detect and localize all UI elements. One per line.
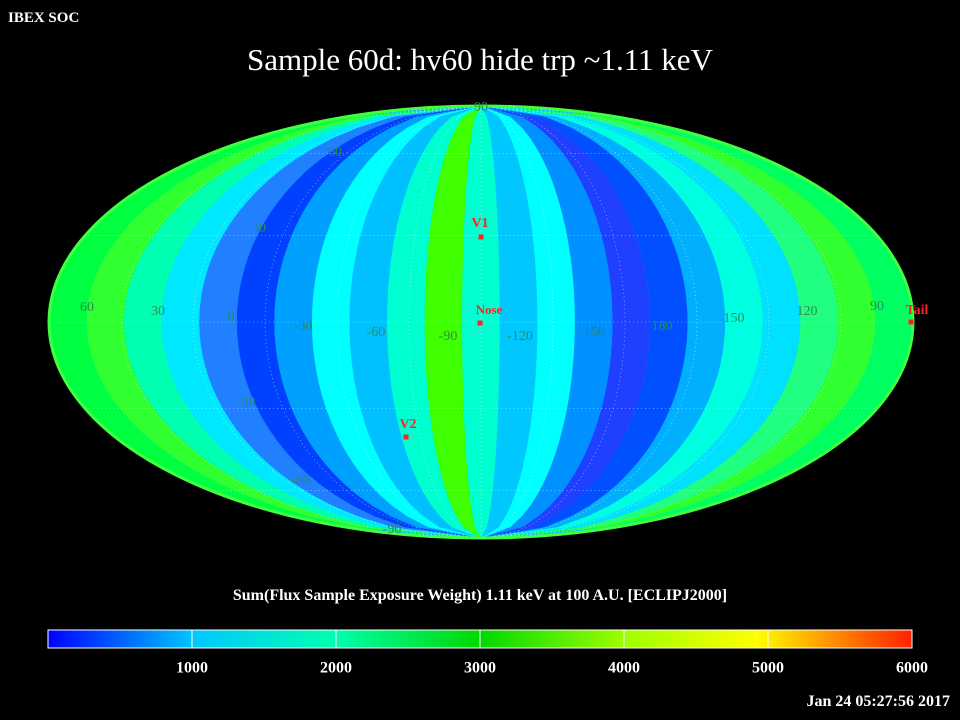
colorbar-tick-label: 4000	[608, 660, 640, 677]
colorbar-ticks: 1000 2000 3000 4000 5000 6000	[176, 630, 928, 677]
marker-dot	[403, 434, 409, 440]
intensity-stripe	[274, 106, 481, 538]
timestamp: Jan 24 05:27:56 2017	[806, 693, 950, 710]
direction-markers: V1 Nose V2 Tail	[399, 216, 929, 440]
latitude-label: 30	[252, 221, 266, 236]
intensity-stripe	[387, 106, 481, 538]
latitude-label: -60	[291, 473, 310, 488]
intensity-stripe	[481, 106, 726, 538]
intensity-stripe	[424, 106, 481, 538]
longitude-label: -120	[507, 329, 533, 344]
marker-label: V1	[471, 216, 488, 231]
intensity-stripe	[481, 106, 650, 538]
marker-label: V2	[399, 417, 416, 432]
colorbar-tick-label: 2000	[320, 660, 352, 677]
grid-labels: 60 30 0 -30 -60 -90 -120 -150 180 150 120 90 90 60 30 -…	[80, 100, 884, 537]
colorbar-title: Sum(Flux Sample Exposure Weight) 1.11 ke…	[232, 587, 728, 604]
colorbar-tick-label: 5000	[752, 660, 784, 677]
meridian-line	[192, 106, 482, 538]
longitude-label: 90	[870, 299, 884, 314]
marker-dot	[478, 234, 484, 240]
marker-label: Nose	[476, 302, 503, 317]
meridian-line	[480, 106, 770, 538]
intensity-stripe	[349, 106, 481, 538]
colorbar-tick-label: 6000	[896, 660, 928, 677]
marker-label: Tail	[906, 303, 929, 318]
marker-dot	[477, 320, 483, 326]
longitude-label: 60	[80, 300, 94, 315]
longitude-label: 30	[151, 304, 165, 319]
longitude-label: -60	[367, 325, 386, 340]
intensity-stripe	[481, 106, 575, 538]
intensity-stripe	[481, 106, 613, 538]
meridian-line	[480, 106, 698, 538]
intensity-stripe	[481, 106, 688, 538]
org-label: IBEX SOC	[8, 10, 80, 26]
longitude-label: 0	[228, 310, 235, 325]
longitude-label: 180	[652, 319, 673, 334]
intensity-stripe	[312, 106, 481, 538]
longitude-label: 120	[797, 304, 818, 319]
latitude-label: -90	[383, 522, 402, 537]
colorbar-tick-label: 1000	[176, 660, 208, 677]
longitude-label: -90	[439, 329, 458, 344]
longitude-label: -30	[294, 319, 313, 334]
latitude-label: 90	[474, 100, 488, 115]
meridian-line	[264, 106, 482, 538]
marker-dot	[908, 319, 914, 325]
intensity-stripe	[236, 106, 481, 538]
colorbar-tick-label: 3000	[464, 660, 496, 677]
plot-title: Sample 60d: hv60 hide trp ~1.11 keV	[247, 42, 713, 77]
latitude-label: -30	[237, 395, 256, 410]
longitude-label: 150	[724, 311, 745, 326]
longitude-label: -150	[579, 325, 605, 340]
latitude-label: 60	[328, 145, 342, 160]
